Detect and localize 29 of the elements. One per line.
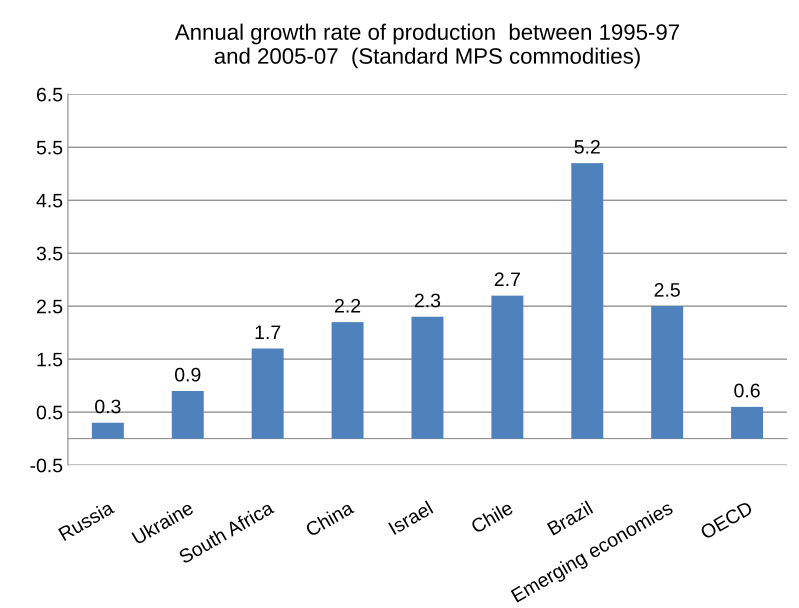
y-tick-label: 0.5 xyxy=(36,406,62,420)
y-tick-label: 3.5 xyxy=(36,246,62,260)
bar xyxy=(92,422,124,439)
y-tick-label: 4.5 xyxy=(36,194,62,208)
y-tick-label: 1.5 xyxy=(38,352,62,366)
bar xyxy=(172,390,204,439)
y-tick-label: 6.5 xyxy=(37,88,62,102)
data-label: 2.2 xyxy=(335,298,360,312)
data-label: 2.5 xyxy=(654,283,680,297)
data-label: 0.3 xyxy=(95,400,121,414)
bar xyxy=(651,306,684,439)
chart-title: Annual growth rate of production between 1995-97 and 2005-07 (Standard MPS commodities) xyxy=(174,24,680,68)
data-label: 1.7 xyxy=(256,326,280,339)
bar xyxy=(252,348,284,439)
data-label: 2.3 xyxy=(414,294,440,308)
x-tick-label: China xyxy=(304,500,355,538)
bar xyxy=(731,406,764,439)
bar xyxy=(332,322,364,439)
data-label: 0.6 xyxy=(734,384,760,398)
y-tick-label: -0.5 xyxy=(30,458,62,472)
bar xyxy=(571,163,604,439)
bar xyxy=(491,296,524,439)
data-label: 0.9 xyxy=(175,368,200,382)
data-label: 2.7 xyxy=(494,272,520,286)
y-tick-label: 2.5 xyxy=(37,300,62,314)
y-tick-label: 5.5 xyxy=(36,140,62,154)
bar xyxy=(411,316,444,439)
x-tick-label: Chile xyxy=(470,500,514,534)
data-label: 5.2 xyxy=(574,140,600,154)
